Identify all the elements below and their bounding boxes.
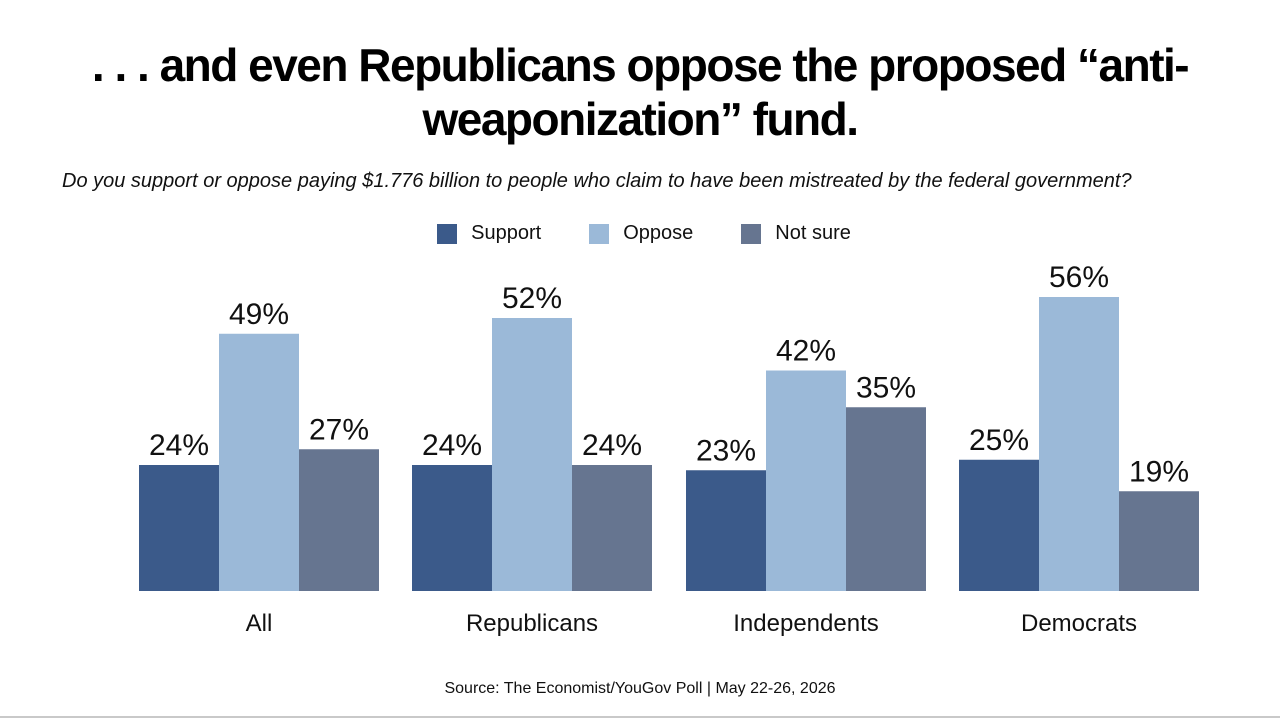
bar-democrats-oppose xyxy=(1039,297,1119,591)
data-label-democrats-oppose: 56% xyxy=(1049,261,1109,294)
category-label-democrats: Democrats xyxy=(1021,610,1137,637)
bar-republicans-support xyxy=(412,465,492,591)
bar-all-support xyxy=(139,465,219,591)
data-label-all-oppose: 49% xyxy=(229,298,289,331)
bar-all-oppose xyxy=(219,333,299,591)
bar-democrats-support xyxy=(959,459,1039,591)
data-label-republicans-oppose: 52% xyxy=(502,282,562,315)
legend-label-oppose: Oppose xyxy=(623,222,694,244)
chart-legend: Support Oppose Not sure xyxy=(0,222,1280,245)
chart-title: . . . and even Republicans oppose the pr… xyxy=(91,39,1190,145)
legend-item-oppose: Oppose xyxy=(589,222,693,245)
bar-democrats-not-sure xyxy=(1119,491,1199,591)
bar-all-not-sure xyxy=(299,449,379,591)
legend-swatch-support xyxy=(437,223,458,244)
legend-item-not-sure: Not sure xyxy=(741,222,851,245)
bottom-divider xyxy=(0,716,1280,718)
bar-independents-not-sure xyxy=(846,407,926,591)
legend-label-support: Support xyxy=(471,222,542,244)
bar-independents-oppose xyxy=(766,370,846,591)
data-label-democrats-not-sure: 19% xyxy=(1129,455,1189,488)
category-label-republicans: Republicans xyxy=(466,610,598,637)
category-label-all: All xyxy=(246,610,273,637)
legend-item-support: Support xyxy=(437,222,541,245)
bar-independents-support xyxy=(686,470,766,591)
data-label-all-support: 24% xyxy=(149,429,209,462)
data-label-republicans-support: 24% xyxy=(422,429,482,462)
category-label-independents: Independents xyxy=(733,610,878,637)
bar-republicans-oppose xyxy=(492,318,572,591)
bar-republicans-not-sure xyxy=(572,465,652,591)
data-label-independents-oppose: 42% xyxy=(776,335,836,368)
legend-swatch-not-sure xyxy=(741,223,762,244)
data-label-independents-not-sure: 35% xyxy=(856,371,916,404)
data-label-republicans-not-sure: 24% xyxy=(582,429,642,462)
chart-subtitle: Do you support or oppose paying $1.776 b… xyxy=(62,170,1132,192)
data-label-all-not-sure: 27% xyxy=(309,413,369,446)
legend-swatch-oppose xyxy=(589,223,610,244)
data-label-democrats-support: 25% xyxy=(969,424,1029,457)
legend-label-not-sure: Not sure xyxy=(775,222,851,244)
source-note: Source: The Economist/YouGov Poll | May … xyxy=(444,680,836,697)
data-label-independents-support: 23% xyxy=(696,434,756,467)
